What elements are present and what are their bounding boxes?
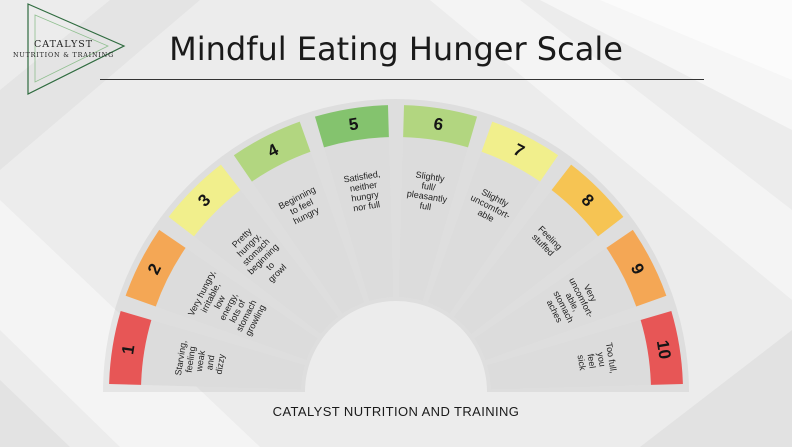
segment-body [427,151,541,314]
scale-description: Satisfied,neitherhungrynor full [343,169,386,214]
scale-number: 5 [347,114,359,134]
scale-description: Starving,feelingweakanddizzy [173,340,228,383]
scale-number: 6 [432,114,444,134]
description-line: neither [349,179,378,193]
segment-color-band [168,164,241,237]
segment-color-band [551,164,624,237]
segment-color-band [233,121,311,182]
scale-segment-2: 2 Very hungry,irritable,lowenergy,lots of… [125,229,318,361]
segment-body [453,189,599,335]
scale-number: 10 [653,339,675,361]
segment-color-band [403,105,478,148]
description-line: sick [576,354,588,371]
segment-body [193,189,339,335]
segment-body [487,320,651,390]
segment-body [155,247,318,361]
logo-name: CATALYST [34,39,94,50]
segment-color-band [481,121,559,182]
description-line: you [595,352,607,368]
description-line: nor full [352,199,380,213]
description-line: Slightly [415,169,446,183]
description-line: full [419,200,432,212]
segment-body [398,137,468,301]
description-line: dizzy [214,353,227,375]
description-line: feeling [184,346,198,374]
scale-segment-10: 10 Too full,youfeelsick [487,310,683,390]
segment-body [251,151,365,314]
segment-color-band [314,105,389,148]
segment-body [141,320,305,390]
description-line: weak [194,349,207,373]
description-line: full/ [421,181,437,193]
description-line: hungry [351,189,380,203]
segment-color-band [109,310,152,385]
segment-body [324,137,394,301]
logo-tagline: NUTRITION & TRAINING [13,51,114,59]
scale-description: Veryuncomfort-able,stomachaches [540,272,604,333]
segment-color-band [606,229,667,307]
segment-color-band [125,229,186,307]
logo-triangle-icon [27,3,126,95]
scale-number: 1 [118,343,138,355]
segment-body [474,247,637,361]
footer-brand: CATALYST NUTRITION AND TRAINING [272,404,520,419]
title-divider [100,79,704,80]
description-line: and [204,354,216,370]
scale-description: Prettyhungry,stomachbeginningtogrowl [225,221,295,291]
segment-color-band [640,310,683,385]
description-line: feel [585,353,597,369]
description-line: Too full, [604,342,619,374]
page-title: Mindful Eating Hunger Scale [169,30,623,68]
brand-logo: CATALYST NUTRITION & TRAINING [0,0,130,100]
scale-segment-5: 5 Satisfied,neitherhungrynor full [314,105,394,301]
scale-description: Too full,youfeelsick [574,342,618,379]
scale-segment-1: 1 Starving,feelingweakanddizzy [109,310,305,390]
